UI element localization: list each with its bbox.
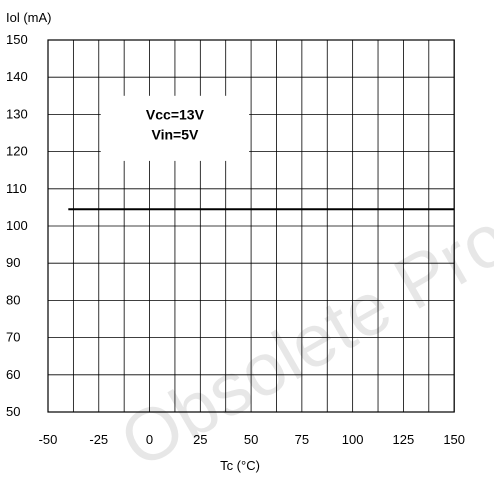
x-tick-label-1: -25 [89,432,108,447]
annotation-text-1: Vin=5V [152,126,199,142]
annotation-layer: Vcc=13V Vin=5V [100,95,250,161]
y-tick-label-0: 50 [6,404,20,419]
y-tick-label-3: 80 [6,292,20,307]
x-tick-label-2: 0 [146,432,153,447]
x-axis-title: Tc (°C) [220,458,260,473]
x-tick-label-0: -50 [39,432,58,447]
y-tick-label-6: 110 [6,181,27,196]
y-tick-label-2: 70 [6,330,20,345]
y-tick-label-1: 60 [6,367,20,382]
annotation-text-0: Vcc=13V [146,106,205,122]
x-tick-label-7: 125 [393,432,415,447]
annotation-box [100,95,250,161]
y-tick-label-9: 140 [6,69,28,84]
label-layer: 50 60 70 80 90 100 110 120 130 140 150 -50 -25 0 25 50 7… [6,10,465,473]
y-axis-title: Iol (mA) [6,10,52,25]
x-tick-label-3: 25 [193,432,207,447]
y-tick-label-8: 130 [6,106,28,121]
x-tick-label-4: 50 [244,432,258,447]
x-tick-label-5: 75 [295,432,309,447]
x-tick-label-6: 100 [342,432,364,447]
y-tick-label-7: 120 [6,144,28,159]
axes [47,39,455,413]
x-tick-label-8: 150 [443,432,465,447]
plot-frame [47,39,455,413]
y-tick-label-4: 90 [6,255,20,270]
y-tick-label-5: 100 [6,218,28,233]
y-tick-label-10: 150 [6,32,28,47]
